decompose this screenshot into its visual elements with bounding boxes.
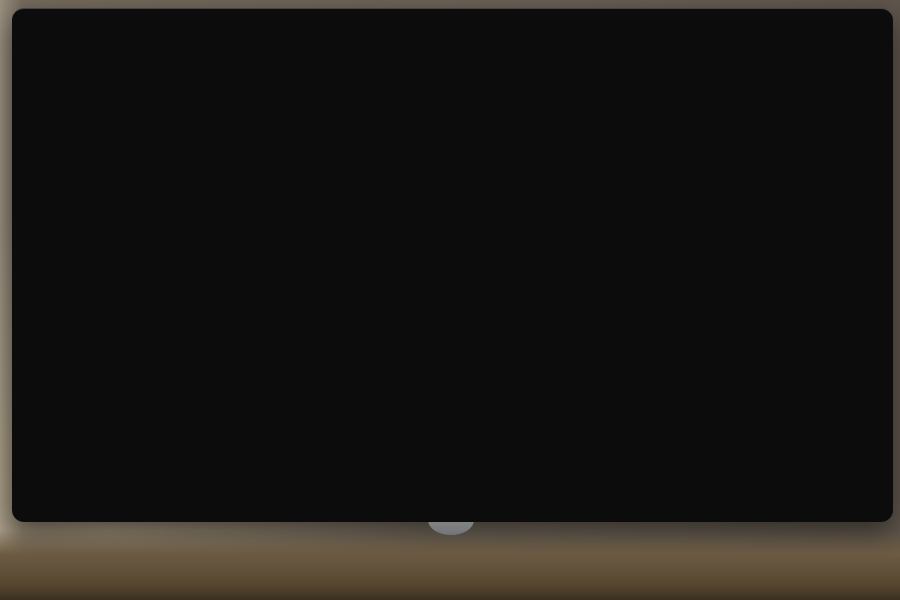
monitor-bezel: [12, 8, 893, 522]
monitor-stand: [428, 520, 474, 535]
